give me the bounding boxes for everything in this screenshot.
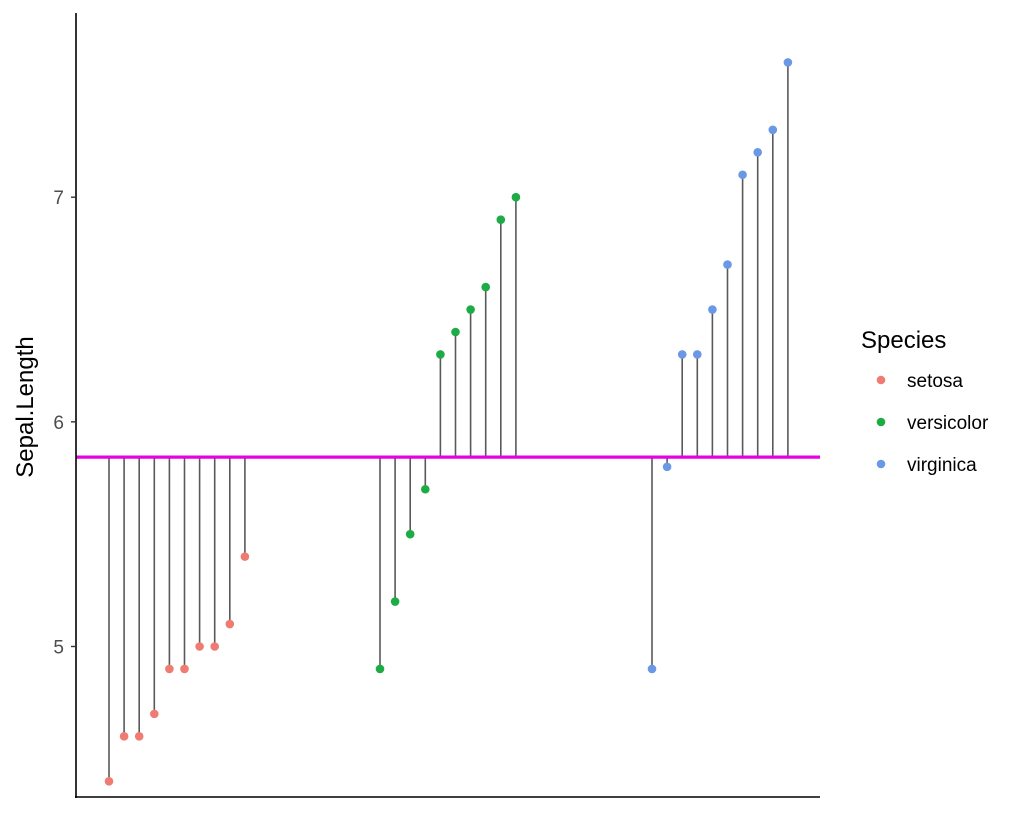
- y-axis: 5 6 7: [53, 13, 77, 798]
- virginica-point: [662, 462, 672, 472]
- legend-label-versicolor: versicolor: [907, 413, 989, 434]
- setosa-point: [210, 642, 219, 651]
- legend-items: setosa versicolor virginica: [876, 371, 989, 476]
- versicolor-point: [466, 305, 475, 314]
- points-layer: [104, 58, 793, 786]
- legend-key-virginica: [876, 459, 886, 469]
- versicolor-point: [481, 282, 491, 292]
- virginica-point: [783, 58, 793, 67]
- versicolor-point: [375, 664, 385, 674]
- versicolor-point: [451, 327, 460, 337]
- legend: Species setosa versicolor virginica: [861, 327, 989, 476]
- setosa-point: [225, 619, 235, 629]
- virginica-point: [753, 147, 762, 157]
- setosa-point: [104, 776, 114, 786]
- virginica-point: [708, 305, 717, 314]
- setosa-point: [150, 709, 159, 719]
- versicolor-point: [405, 529, 415, 539]
- setosa-point: [240, 552, 250, 561]
- versicolor-point: [421, 484, 430, 494]
- y-tick-label: 5: [53, 637, 64, 658]
- y-tick-label: 6: [53, 413, 64, 434]
- setosa-point: [195, 642, 204, 651]
- y-ticks: 5 6 7: [53, 188, 76, 658]
- setosa-point: [165, 664, 174, 674]
- legend-key-versicolor: [876, 417, 886, 427]
- setosa-point: [119, 732, 129, 741]
- legend-label-virginica: virginica: [907, 455, 977, 476]
- y-tick-label: 7: [53, 188, 64, 209]
- virginica-point: [677, 350, 687, 359]
- virginica-point: [738, 170, 747, 180]
- setosa-point: [134, 732, 144, 741]
- versicolor-point: [436, 350, 445, 359]
- legend-key-setosa: [876, 375, 886, 385]
- virginica-point: [723, 260, 732, 269]
- versicolor-point: [511, 192, 521, 202]
- versicolor-point: [496, 215, 506, 224]
- versicolor-point: [390, 597, 400, 606]
- virginica-point: [647, 664, 657, 674]
- setosa-point: [180, 664, 189, 674]
- legend-label-setosa: setosa: [907, 371, 963, 392]
- virginica-point: [693, 350, 702, 359]
- legend-title: Species: [861, 327, 946, 354]
- stems-layer: [108, 62, 789, 782]
- y-axis-title: Sepal.Length: [12, 336, 39, 477]
- virginica-point: [768, 125, 778, 135]
